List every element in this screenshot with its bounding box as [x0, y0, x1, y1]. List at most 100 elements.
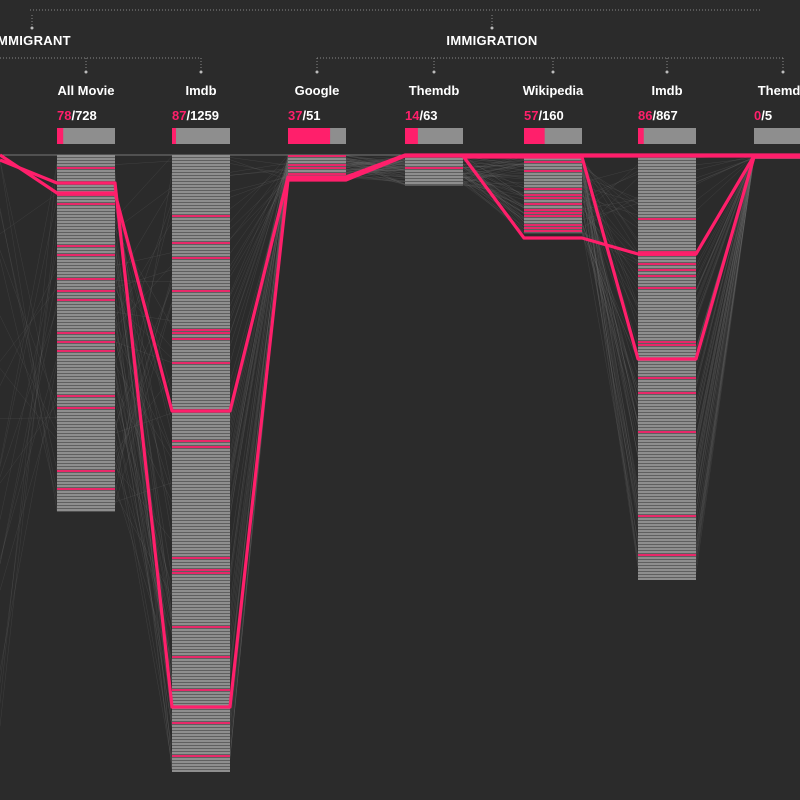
column-item	[172, 461, 230, 463]
column-item	[524, 203, 582, 205]
connection-line	[229, 169, 289, 666]
column-item	[638, 161, 696, 163]
connection-line	[695, 157, 755, 438]
connection-line	[0, 250, 58, 407]
column-item	[172, 290, 230, 292]
column-name[interactable]: Google	[295, 83, 340, 98]
column-item	[638, 320, 696, 322]
connection-line	[229, 163, 289, 210]
connection-line	[462, 163, 525, 168]
column-item	[172, 602, 230, 604]
column[interactable]: Imdb 87/1259	[172, 70, 230, 773]
column-item	[638, 158, 696, 160]
column-item	[172, 608, 230, 610]
connection-line	[345, 161, 406, 165]
column-item	[638, 296, 696, 298]
column-item	[638, 566, 696, 568]
column-item	[57, 326, 115, 328]
column-item	[172, 395, 230, 397]
column-item	[172, 722, 230, 724]
column-item	[405, 158, 463, 160]
column[interactable]: Wikipedia 57/160	[523, 70, 584, 234]
column-item	[57, 245, 115, 247]
connection-line	[0, 198, 58, 467]
connection-line	[114, 334, 173, 453]
column-item	[172, 719, 230, 721]
column-name[interactable]: Imdb	[651, 83, 682, 98]
connection-line	[581, 169, 639, 526]
column-item	[57, 476, 115, 478]
connection-line	[114, 259, 173, 665]
column-item	[172, 575, 230, 577]
column-item	[172, 431, 230, 433]
column-item	[638, 269, 696, 271]
column-item	[172, 230, 230, 232]
connection-line	[695, 156, 755, 509]
column-name[interactable]: Wikipedia	[523, 83, 584, 98]
column-item	[57, 479, 115, 481]
column-item	[638, 437, 696, 439]
column-item	[172, 278, 230, 280]
column-item	[172, 302, 230, 304]
column-item	[172, 491, 230, 493]
column[interactable]: All Movie 78/728	[57, 70, 115, 512]
column-item	[405, 179, 463, 181]
connection-line	[695, 155, 755, 424]
column-item	[172, 353, 230, 355]
column-item	[638, 506, 696, 508]
column-name[interactable]: Themdb	[409, 83, 460, 98]
column[interactable]: Themdb 14/63	[405, 70, 463, 186]
connection-line	[695, 156, 755, 548]
column-item	[172, 563, 230, 565]
column-item	[524, 191, 582, 193]
column-item	[172, 455, 230, 457]
column-item	[524, 227, 582, 229]
column-item	[172, 668, 230, 670]
column-item	[57, 386, 115, 388]
column-item	[57, 254, 115, 256]
column[interactable]: Themdb 0/5	[754, 70, 800, 160]
connection-line	[581, 184, 639, 560]
connection-line	[695, 155, 755, 410]
column-name[interactable]: Themdb	[758, 83, 800, 98]
column-item	[172, 440, 230, 442]
column[interactable]: Imdb 86/867	[638, 70, 696, 581]
column-count: 37/51	[288, 108, 321, 123]
group-header: IMMIGRANT	[0, 15, 202, 70]
column-item	[57, 311, 115, 313]
column-item	[405, 161, 463, 163]
connection-line	[581, 171, 639, 488]
column-item	[172, 746, 230, 748]
column[interactable]: Google 37/51	[288, 70, 346, 180]
column-item	[57, 173, 115, 175]
column-item	[638, 362, 696, 364]
column-item	[638, 503, 696, 505]
column-item	[638, 278, 696, 280]
connection-line	[581, 162, 639, 253]
column-item	[172, 539, 230, 541]
column-item	[638, 491, 696, 493]
column-item	[638, 311, 696, 313]
connection-line	[695, 155, 755, 291]
column-count: 0/5	[754, 108, 772, 123]
connection-line	[581, 170, 639, 424]
connection-line	[462, 166, 525, 175]
column-item	[172, 449, 230, 451]
highlight-path	[0, 153, 800, 413]
connection-line	[581, 169, 639, 546]
column-name[interactable]: Imdb	[185, 83, 216, 98]
column-item	[638, 365, 696, 367]
column-item	[57, 317, 115, 319]
column-item	[638, 251, 696, 253]
column-item	[172, 380, 230, 382]
column-item	[172, 308, 230, 310]
column-item	[57, 164, 115, 166]
connection-line	[114, 284, 173, 427]
connection-line	[581, 169, 639, 457]
connection-line	[114, 444, 173, 763]
column-item	[57, 458, 115, 460]
column-item	[57, 314, 115, 316]
column-item	[638, 404, 696, 406]
column-name[interactable]: All Movie	[57, 83, 114, 98]
column-item	[57, 296, 115, 298]
